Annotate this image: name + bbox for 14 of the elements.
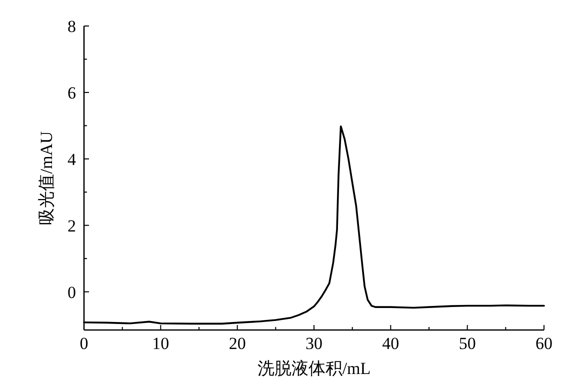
x-tick-label: 50 [458,334,476,353]
x-tick-label: 60 [536,334,552,353]
y-tick-label: 0 [68,282,76,302]
y-tick-label: 8 [68,17,76,36]
x-axis-title: 洗脱液体积/mL [257,359,371,378]
x-tick-label: 10 [152,334,170,353]
x-tick-label: 40 [382,334,400,353]
y-tick-label: 6 [68,83,76,102]
x-tick-label: 30 [306,334,322,353]
x-tick-label: 20 [228,334,246,353]
y-tick-label: 4 [68,150,76,169]
x-tick-label: 0 [80,334,88,353]
y-tick-label: 2 [68,216,76,236]
y-axis-title: 吸光值/mAU [37,131,56,225]
